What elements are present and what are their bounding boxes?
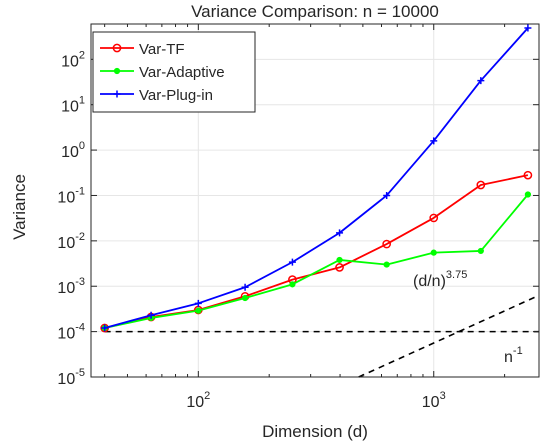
data-point (523, 170, 533, 180)
y-tick-base: 10 (61, 99, 79, 116)
reference-label-exponent: -1 (513, 345, 523, 357)
legend-marker (113, 67, 121, 75)
reference-label-base: (d/n) (413, 273, 446, 290)
reference-label-dn: (d/n)3.75 (413, 269, 467, 290)
series-var-plug-in (101, 24, 532, 332)
y-tick-label: 10-1 (57, 185, 85, 206)
data-point (524, 24, 532, 32)
y-tick-exponent: -3 (75, 276, 85, 288)
y-tick-label: 100 (61, 140, 85, 161)
data-point (241, 283, 249, 291)
y-tick-base: 10 (57, 280, 75, 297)
y-tick-base: 10 (57, 371, 75, 388)
data-point (195, 307, 202, 314)
x-tick-label: 102 (186, 390, 210, 411)
legend-entry: Var-Plug-in (100, 87, 213, 104)
y-tick-base: 10 (61, 53, 79, 70)
data-point (477, 77, 485, 85)
y-tick-label: 10-3 (57, 276, 85, 297)
y-tick-exponent: -5 (75, 367, 85, 379)
x-tick-label: 103 (422, 390, 446, 411)
series-line (104, 27, 529, 329)
legend-label: Var-Plug-in (139, 87, 213, 104)
reference-lines (104, 294, 540, 378)
y-tick-label: 102 (61, 49, 85, 70)
y-tick-label: 101 (61, 95, 85, 116)
data-point (241, 294, 249, 302)
data-point (430, 137, 438, 145)
y-axis-label: Variance (10, 174, 29, 240)
legend-marker (112, 43, 122, 53)
data-point (101, 324, 109, 332)
data-point (147, 311, 155, 319)
y-tick-exponent: 0 (79, 140, 85, 152)
series-var-adaptive (101, 191, 532, 332)
y-tick-exponent: 2 (79, 49, 85, 61)
y-tick-label: 10-2 (57, 231, 85, 252)
data-point (524, 191, 532, 198)
x-axis-label: Dimension (d) (262, 422, 368, 441)
y-tick-exponent: -2 (75, 231, 85, 243)
y-tick-exponent: -4 (75, 322, 85, 334)
x-tick-base: 10 (186, 394, 204, 411)
x-axis-ticks: 102 103 (104, 24, 506, 411)
chart-title: Variance Comparison: n = 10000 (191, 2, 439, 21)
data-point (288, 258, 296, 266)
legend: Var-TF Var-Adaptive Var-Plug-in (92, 31, 256, 113)
y-tick-base: 10 (57, 235, 75, 252)
x-tick-exponent: 3 (440, 390, 446, 402)
y-tick-base: 10 (57, 189, 75, 206)
data-point (382, 239, 392, 249)
y-tick-label: 10-5 (57, 367, 85, 388)
series-layer (100, 24, 533, 333)
y-tick-label: 10-4 (57, 322, 85, 343)
data-point (429, 213, 439, 223)
data-point (289, 281, 296, 288)
y-tick-exponent: -1 (75, 185, 85, 197)
legend-marker (113, 90, 121, 98)
x-tick-exponent: 2 (204, 390, 210, 402)
reference-label-n: n-1 (504, 345, 523, 366)
data-point (430, 249, 437, 256)
y-tick-base: 10 (61, 144, 79, 161)
y-tick-base: 10 (57, 326, 75, 343)
data-point (383, 261, 390, 268)
data-point (336, 256, 343, 264)
x-tick-base: 10 (422, 394, 440, 411)
data-point (194, 299, 202, 307)
legend-label: Var-TF (139, 41, 185, 58)
reference-label-exponent: 3.75 (446, 269, 467, 281)
data-point (477, 247, 484, 255)
reference-line-labels: n-1 (d/n)3.75 (413, 269, 523, 366)
legend-entry: Var-Adaptive (100, 64, 225, 81)
legend-entry: Var-TF (100, 41, 185, 58)
data-point (476, 180, 486, 190)
data-point (383, 191, 391, 199)
data-point (336, 229, 344, 237)
reference-label-base: n (504, 349, 513, 366)
data-point (335, 263, 344, 272)
series-line (104, 193, 529, 329)
axes-box (90, 23, 540, 378)
legend-label: Var-Adaptive (139, 64, 225, 81)
y-tick-exponent: 1 (79, 95, 85, 107)
